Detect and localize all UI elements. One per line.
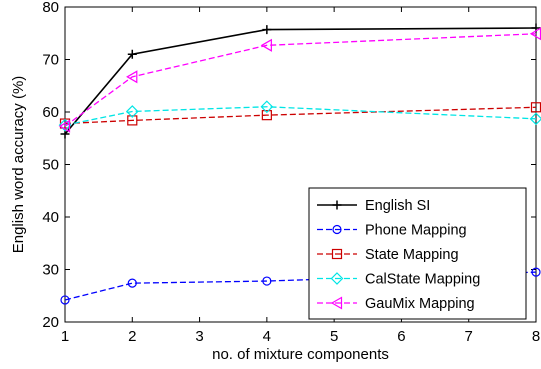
legend-entry: State Mapping	[317, 247, 459, 263]
legend: English SI Phone Mapping State Mapping CalS…	[308, 187, 527, 320]
series-line-state-mapping	[64, 106, 537, 125]
legend-marker	[331, 248, 343, 260]
x-tick-label: 5	[330, 328, 338, 345]
legend-label: State Mapping	[365, 247, 459, 263]
series-markers	[58, 23, 541, 305]
data-point	[529, 112, 541, 126]
x-tick-label: 1	[61, 328, 69, 345]
x-tick-label: 2	[128, 328, 136, 345]
y-tick-label: 70	[42, 52, 59, 69]
y-tick-label: 60	[42, 104, 59, 121]
x-tick-label: 8	[532, 328, 540, 345]
legend-marker	[330, 296, 343, 310]
x-tick-label: 6	[397, 328, 405, 345]
data-point	[262, 25, 272, 35]
series-line-calstate-mapping	[64, 106, 537, 126]
y-axis-tick-labels: 20 30 40 50 60 70 80	[42, 0, 59, 331]
data-point	[260, 38, 272, 52]
data-point	[58, 118, 72, 132]
data-point	[260, 100, 274, 114]
y-tick-label: 30	[42, 262, 59, 279]
legend-entry: CalState Mapping	[317, 272, 480, 288]
legend-label: Phone Mapping	[365, 223, 467, 239]
y-axis-label: English word accuracy (%)	[10, 76, 27, 254]
x-axis-label: no. of mixture components	[212, 346, 389, 363]
data-point	[127, 49, 137, 59]
x-axis-tick-labels: 1 2 3 4 5 6 7 8	[61, 328, 540, 345]
data-point	[531, 267, 541, 277]
legend-label: English SI	[365, 198, 430, 214]
legend-label: CalState Mapping	[365, 272, 480, 288]
y-tick-label: 40	[42, 209, 59, 226]
data-point	[127, 115, 138, 126]
y-tick-label: 50	[42, 157, 59, 174]
legend-entry: Phone Mapping	[317, 223, 467, 239]
legend-entry: GauMix Mapping	[317, 296, 475, 312]
data-point	[127, 278, 137, 288]
series-line-gaumix-mapping	[64, 33, 537, 127]
data-point	[126, 70, 138, 84]
x-tick-label: 3	[195, 328, 203, 345]
data-point	[58, 119, 71, 133]
legend-marker	[332, 200, 342, 210]
y-tick-label: 80	[42, 0, 59, 16]
data-point	[125, 105, 139, 118]
x-tick-label: 7	[465, 328, 473, 345]
legend-marker	[330, 272, 344, 285]
x-tick-label: 4	[263, 328, 271, 345]
series-line-english-si	[64, 27, 537, 135]
data-point	[60, 295, 70, 305]
legend-entry: English SI	[317, 198, 430, 214]
data-point	[262, 276, 272, 286]
y-tick-label: 20	[42, 314, 59, 331]
axis-ticks	[64, 6, 537, 323]
data-point	[261, 110, 272, 121]
legend-marker	[332, 224, 342, 235]
legend-label: GauMix Mapping	[365, 296, 475, 312]
